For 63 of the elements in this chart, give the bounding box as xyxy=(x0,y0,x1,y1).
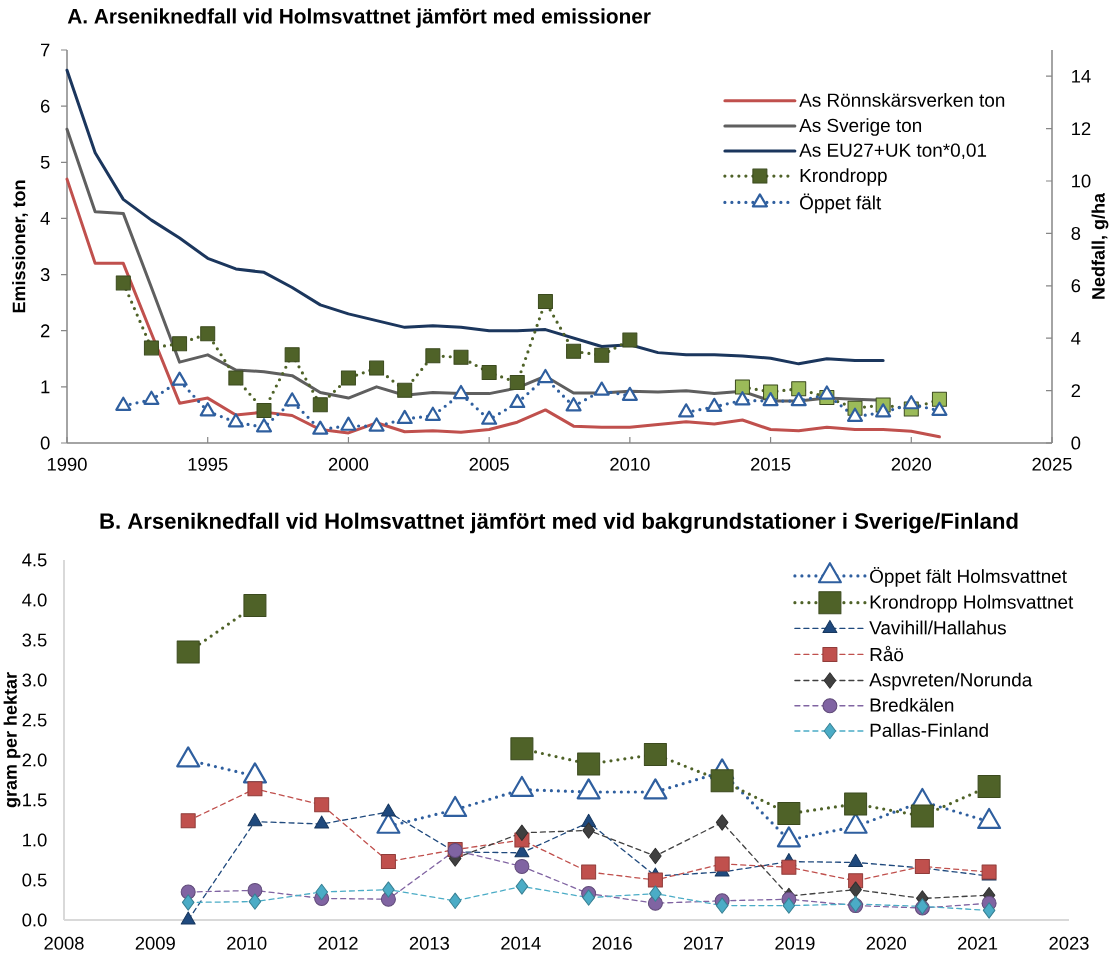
legend-label: As Sverige ton xyxy=(799,118,922,136)
y-tick-label: 4 xyxy=(40,212,50,225)
y2-tick-label: 2 xyxy=(1071,384,1081,398)
y-tick-label: 3 xyxy=(40,268,50,282)
y-tick-label: 5 xyxy=(40,155,50,169)
x-tick-label: 2000 xyxy=(328,457,369,471)
x-tick-label: 2015 xyxy=(751,457,791,471)
chart-title: A. Arseniknedfall vid Holmsvattnet jämfört med emissioner xyxy=(67,8,651,28)
y2-tick-label: 6 xyxy=(1071,279,1081,293)
x-tick-label: 2005 xyxy=(469,457,509,471)
y-tick-label: 2.5 xyxy=(22,713,47,727)
y2-tick-label: 0 xyxy=(1071,436,1081,450)
y-tick-label: 1.0 xyxy=(23,833,47,847)
x-tick-label: 2020 xyxy=(866,936,906,950)
y-tick-label: 0.0 xyxy=(22,913,47,927)
x-tick-label: 2010 xyxy=(227,936,267,950)
y-tick-label: 3.0 xyxy=(22,673,47,687)
chart-title: B. Arseniknedfall vid Holmsvattnet jämfört med vid bakgrundstationer i Sverige/Finland xyxy=(100,512,1018,534)
legend-label: Vavihill/Hallahus xyxy=(869,620,1006,635)
legend-label: Råö xyxy=(870,645,904,662)
y-tick-label: 2.0 xyxy=(22,753,47,767)
y2-tick-label: 12 xyxy=(1072,122,1091,136)
x-tick-label: 2008 xyxy=(44,936,84,950)
x-tick-label: 1990 xyxy=(47,457,87,471)
y-tick-label: 4.5 xyxy=(22,553,47,567)
x-tick-label: 2016 xyxy=(592,936,632,950)
legend-label: Öppet fält Holmsvattnet xyxy=(870,567,1067,587)
y2-axis-title: Nedfall, g/ha xyxy=(1091,192,1109,299)
legend-label: Krondropp Holmsvattnet xyxy=(870,594,1074,613)
y-axis-title: Emissioner, ton xyxy=(12,180,28,313)
y-tick-label: 1 xyxy=(41,380,50,394)
y2-tick-label: 10 xyxy=(1072,174,1091,188)
y2-tick-label: 8 xyxy=(1071,226,1081,240)
x-tick-label: 2019 xyxy=(775,936,815,950)
y2-tick-label: 14 xyxy=(1072,69,1091,83)
x-tick-label: 2012 xyxy=(318,936,358,950)
y-tick-label: 2 xyxy=(40,324,50,338)
x-tick-label: 2017 xyxy=(683,936,724,950)
x-tick-label: 2014 xyxy=(501,936,541,950)
legend-label: Pallas-Finland xyxy=(870,723,988,738)
legend-label: Öppet fält xyxy=(800,193,882,214)
legend-label: As EU27+UK ton*0,01 xyxy=(799,143,987,160)
legend-label: Aspvreten/Norunda xyxy=(869,672,1033,691)
legend-label: As Rönnskärsverken ton xyxy=(799,92,1005,107)
y-tick-label: 4.0 xyxy=(22,593,47,607)
x-tick-label: 2021 xyxy=(958,936,998,950)
y-axis-title: gram per hektar xyxy=(3,672,21,808)
legend-label: Krondropp xyxy=(800,168,887,186)
y2-tick-label: 4 xyxy=(1071,331,1081,345)
y-tick-label: 0.5 xyxy=(22,873,47,887)
x-tick-label: 2020 xyxy=(891,457,932,471)
y-tick-label: 6 xyxy=(41,99,50,113)
x-tick-label: 2009 xyxy=(135,936,175,950)
x-tick-label: 1995 xyxy=(188,457,228,471)
x-tick-label: 2025 xyxy=(1032,457,1072,471)
y-tick-label: 1.5 xyxy=(23,793,47,807)
y-tick-label: 3.5 xyxy=(22,633,47,647)
legend-label: Bredkälen xyxy=(870,697,954,712)
x-tick-label: 2013 xyxy=(409,936,450,950)
y-tick-label: 0 xyxy=(40,436,50,450)
x-tick-label: 2010 xyxy=(610,457,650,471)
y-tick-label: 7 xyxy=(41,43,50,57)
x-tick-label: 2023 xyxy=(1049,936,1089,950)
